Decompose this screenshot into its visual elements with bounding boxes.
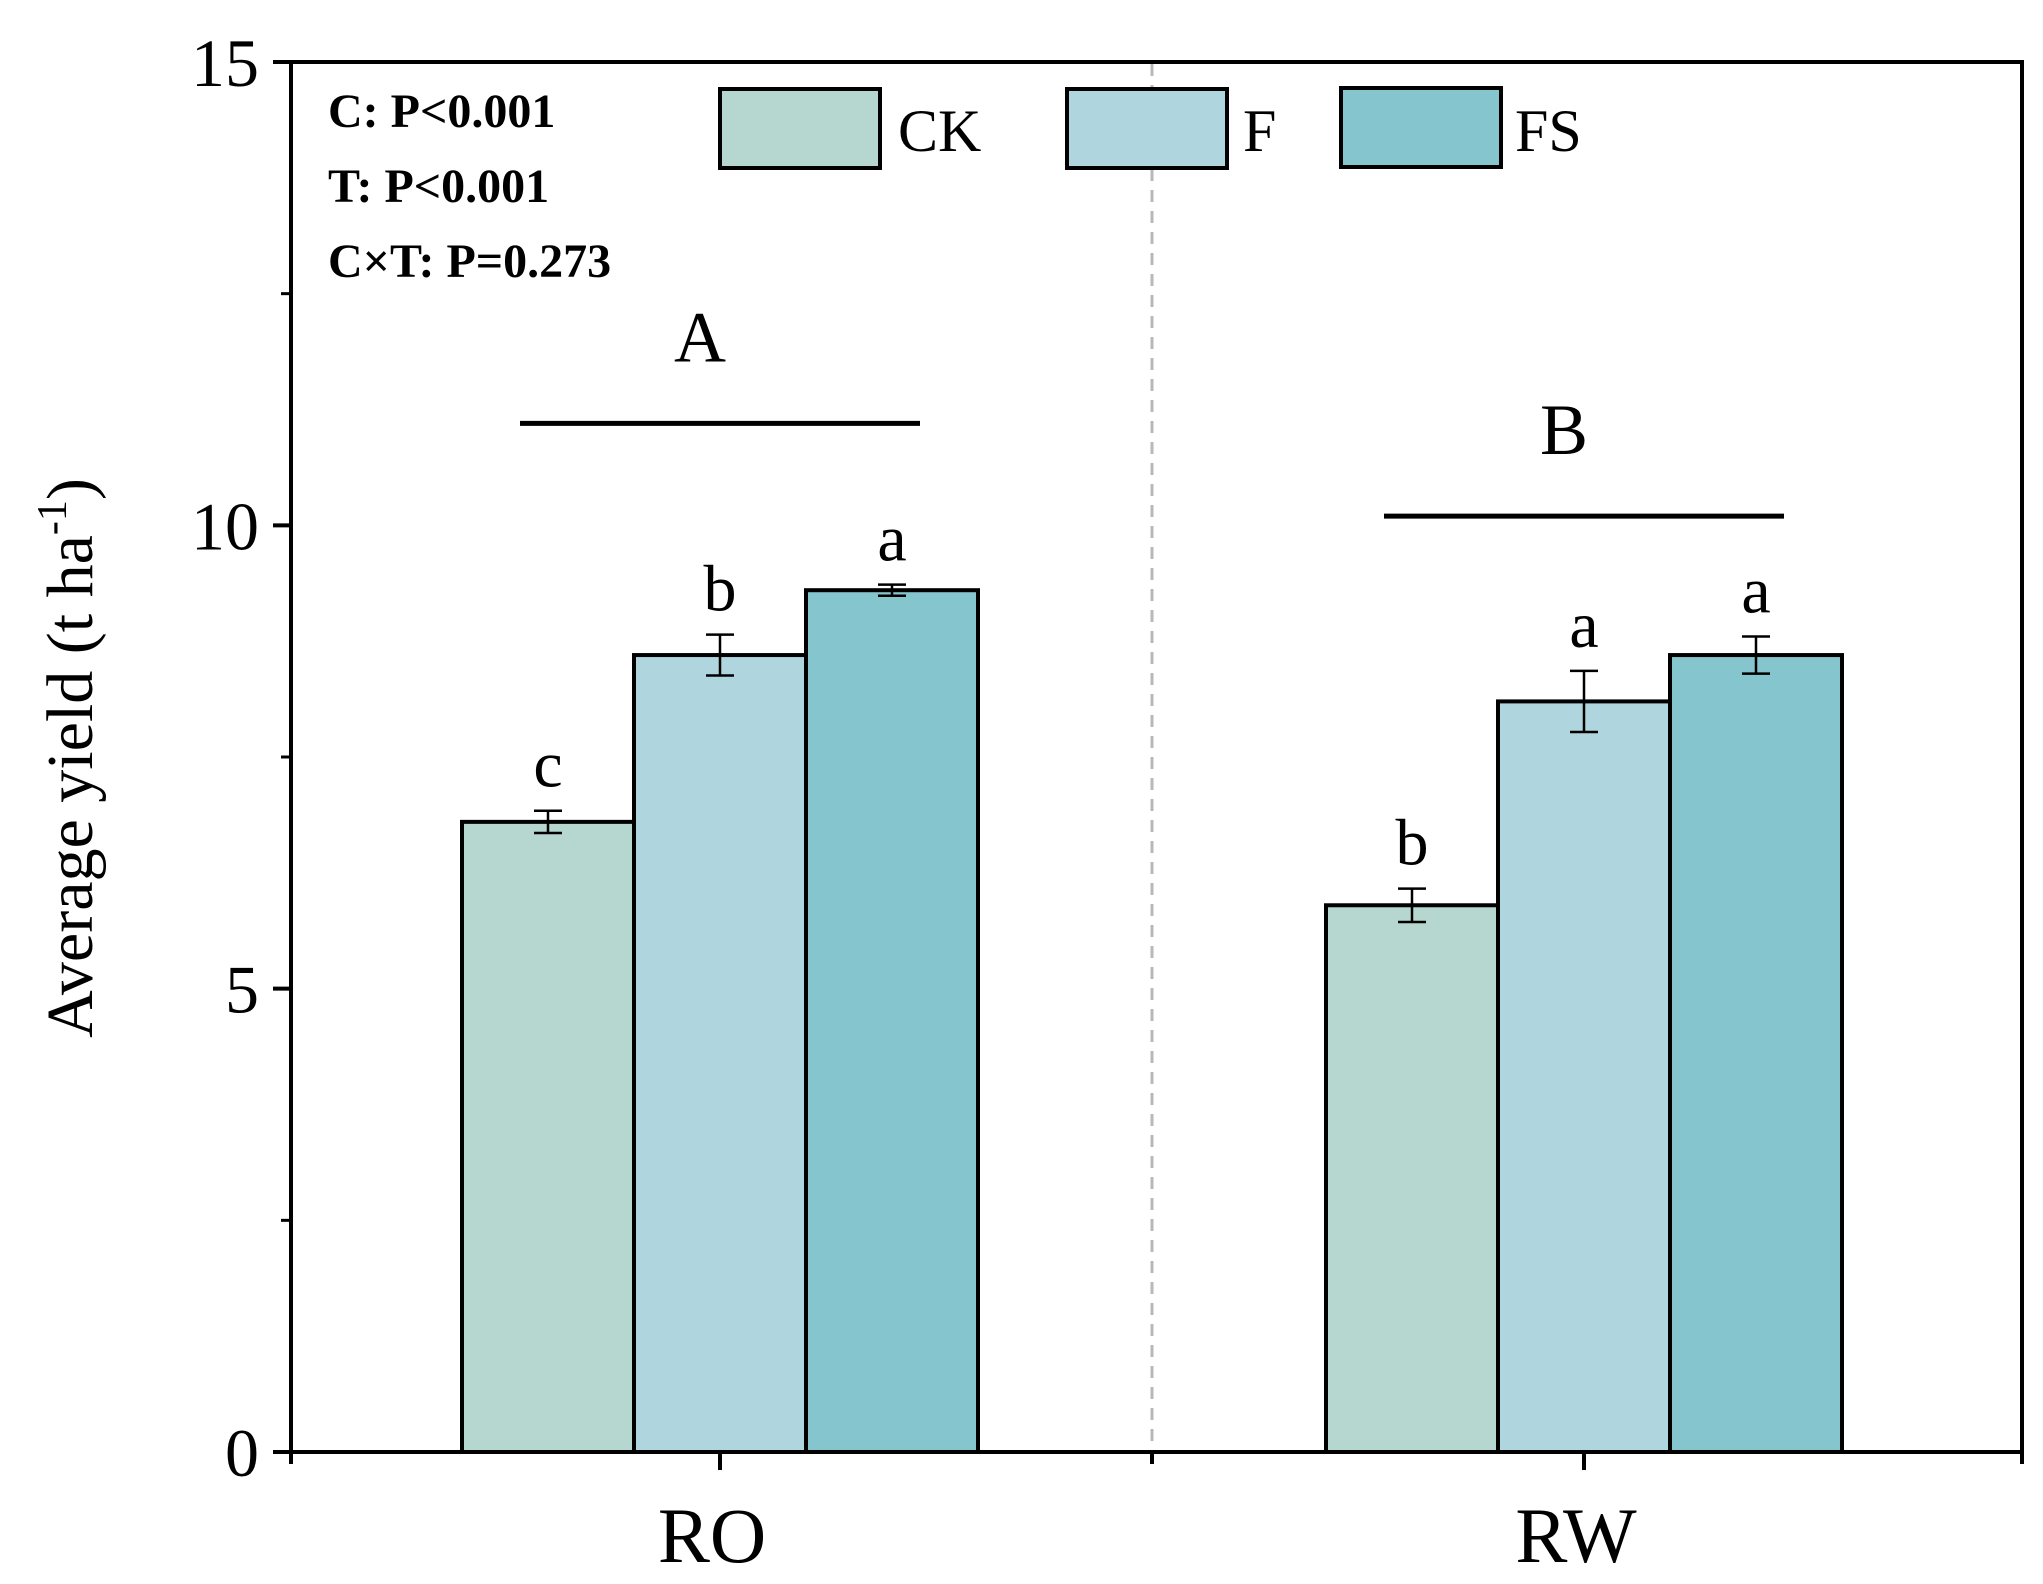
- bar-ck-ro: [460, 819, 636, 1454]
- x-tick-label: RW: [1515, 1492, 1637, 1579]
- legend-swatch-fs: [1339, 86, 1503, 169]
- y-axis-label: Average yield (t ha-1): [30, 478, 107, 1038]
- y-tick-label: 5: [225, 952, 259, 1028]
- significance-letter: a: [1741, 555, 1770, 628]
- bar-ck-rw: [1324, 903, 1500, 1454]
- bar-f-ro: [632, 653, 808, 1454]
- stats-annotation: C: P<0.001 T: P<0.001 C×T: P=0.273: [328, 85, 611, 288]
- plot-layer: c b a A RO b a a B RW 0 5 10 15: [191, 25, 2024, 1579]
- x-tick-label: RO: [658, 1492, 766, 1579]
- legend-label-ck: CK: [898, 98, 981, 164]
- significance-letter: b: [1396, 807, 1429, 880]
- plot-frame: [289, 60, 2024, 1454]
- significance-letter: b: [704, 553, 737, 626]
- group-letter: A: [674, 297, 726, 377]
- y-tick-label: 15: [191, 25, 259, 101]
- y-axis-label-superscript: -1: [30, 500, 76, 535]
- legend-label-fs: FS: [1515, 98, 1582, 164]
- legend: CK F FS: [718, 86, 1582, 170]
- significance-letter: a: [877, 503, 906, 576]
- bar-f-rw: [1496, 699, 1672, 1454]
- significance-letter: c: [533, 729, 562, 802]
- stat-line: T: P<0.001: [328, 160, 549, 213]
- y-axis-label-text: Average yield (t ha: [34, 535, 107, 1038]
- legend-swatch-ck: [718, 87, 882, 170]
- y-axis-label-close: ): [34, 478, 107, 500]
- bar-fs-rw: [1668, 653, 1844, 1454]
- group-letter: B: [1540, 390, 1588, 470]
- legend-swatch-f: [1065, 87, 1229, 170]
- y-tick-label: 0: [225, 1415, 259, 1491]
- y-tick-label: 10: [191, 488, 259, 564]
- significance-letter: a: [1569, 589, 1598, 662]
- stat-line: C: P<0.001: [328, 85, 555, 138]
- stat-line: C×T: P=0.273: [328, 235, 611, 288]
- legend-label-f: F: [1243, 98, 1276, 164]
- bar-fs-ro: [804, 588, 980, 1454]
